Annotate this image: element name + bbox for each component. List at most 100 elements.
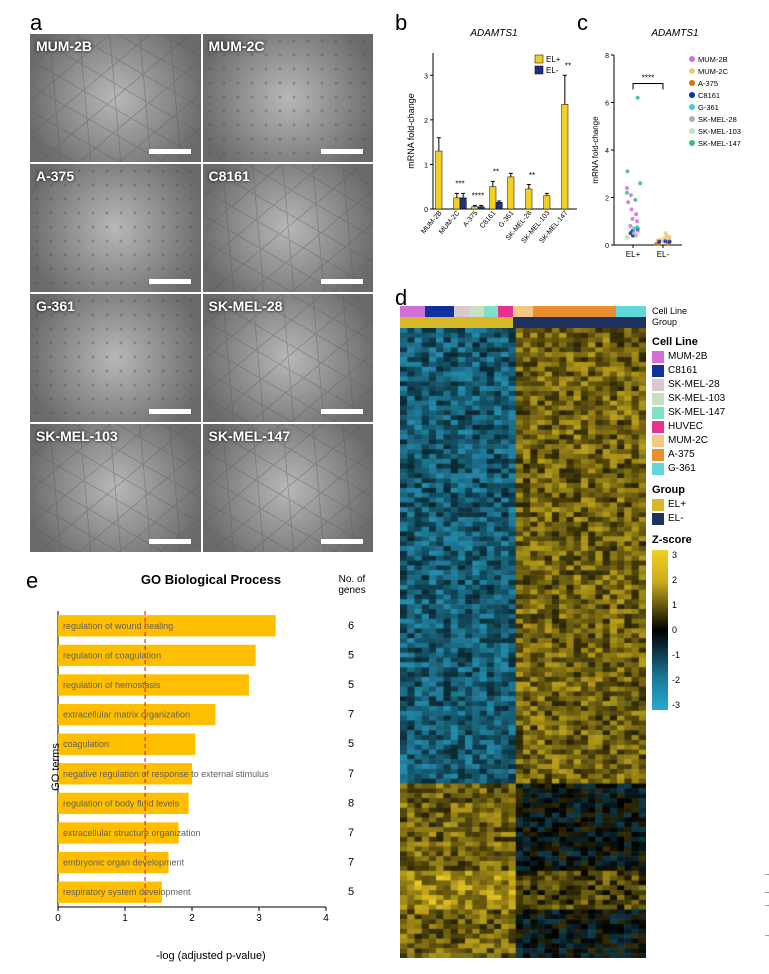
legend-title-z: Z-score <box>652 534 762 546</box>
micrograph-grid: MUM-2B MUM-2C A-375 C8161 G-361 SK-MEL-28 SK-M… <box>30 34 373 552</box>
svg-text:C8161: C8161 <box>479 210 498 230</box>
scalebar <box>149 539 191 544</box>
heatmap-panel: → NID1→ TFPI→ THBD→ CDH5 Cell Line Group… <box>400 306 760 966</box>
svg-text:0: 0 <box>605 243 609 250</box>
svg-text:EL+: EL+ <box>546 55 561 64</box>
zscore-colorbar <box>652 550 668 710</box>
svg-text:mRNA fold-change: mRNA fold-change <box>591 116 600 184</box>
panel-e-label: e <box>26 568 38 594</box>
svg-text:***: *** <box>455 180 464 189</box>
svg-text:respiratory system development: respiratory system development <box>63 887 191 897</box>
micrograph-mum-2c: MUM-2C <box>203 34 374 162</box>
svg-text:negative regulation of respons: negative regulation of response to exter… <box>63 769 269 779</box>
panel-a-label: a <box>30 10 42 36</box>
micrograph-sk-mel-28: SK-MEL-28 <box>203 294 374 422</box>
legend-item: SK-MEL-103 <box>652 392 762 406</box>
svg-text:regulation of hemostasis: regulation of hemostasis <box>63 680 161 690</box>
micrograph-sk-mel-103: SK-MEL-103 <box>30 424 201 552</box>
svg-text:**: ** <box>565 62 571 71</box>
bar-chart-adamts1: ADAMTS1 0123mRNA fold-changeMUM-2BMUM-2C… <box>405 28 583 268</box>
svg-text:A-375: A-375 <box>462 210 479 229</box>
scalebar <box>149 409 191 414</box>
heatmap-legend: Cell Line Group Cell Line MUM-2BC8161SK-… <box>652 306 762 710</box>
svg-text:G-361: G-361 <box>498 210 516 229</box>
svg-text:8: 8 <box>348 797 354 809</box>
svg-text:1: 1 <box>424 162 428 169</box>
svg-text:6: 6 <box>348 620 354 632</box>
panel-e-xlabel: -log (adjusted p-value) <box>156 950 265 962</box>
svg-text:****: **** <box>472 192 484 201</box>
svg-text:0: 0 <box>424 207 428 214</box>
svg-text:****: **** <box>642 74 654 83</box>
svg-text:MUM-2B: MUM-2B <box>698 55 728 64</box>
legend-title-group: Group <box>652 484 762 496</box>
svg-text:EL-: EL- <box>546 66 559 75</box>
svg-text:5: 5 <box>348 649 354 661</box>
svg-text:7: 7 <box>348 827 354 839</box>
micrograph-g-361: G-361 <box>30 294 201 422</box>
micrograph-a-375: A-375 <box>30 164 201 292</box>
micrograph-label: SK-MEL-103 <box>36 428 118 444</box>
svg-text:C8161: C8161 <box>698 91 720 100</box>
svg-text:3: 3 <box>256 913 262 924</box>
zscore-ticks: 3210-1-2-3 <box>672 550 680 710</box>
svg-text:7: 7 <box>348 857 354 869</box>
svg-text:A-375: A-375 <box>698 79 718 88</box>
svg-text:MUM-2C: MUM-2C <box>698 67 729 76</box>
micrograph-mum-2b: MUM-2B <box>30 34 201 162</box>
scatter-chart-adamts1: ADAMTS1 02468mRNA fold-changeEL+EL-****M… <box>590 28 760 268</box>
svg-text:6: 6 <box>605 101 609 108</box>
svg-text:5: 5 <box>348 679 354 691</box>
go-bar-chart: GO Biological Process No. of genes GO te… <box>46 572 376 962</box>
no-of-genes-label: No. of genes <box>328 574 376 596</box>
svg-text:regulation of wound healing: regulation of wound healing <box>63 621 173 631</box>
scalebar <box>321 539 363 544</box>
svg-text:4: 4 <box>605 148 609 155</box>
scalebar <box>321 149 363 154</box>
legend-item: A-375 <box>652 448 762 462</box>
legend-item: EL+ <box>652 498 762 512</box>
legend-item: EL- <box>652 512 762 526</box>
annot-label-cell-line: Cell Line <box>652 306 762 317</box>
micrograph-c8161: C8161 <box>203 164 374 292</box>
svg-text:embryonic organ development: embryonic organ development <box>63 858 185 868</box>
gene-label: → NID1 <box>763 868 769 878</box>
svg-text:5: 5 <box>348 738 354 750</box>
micrograph-label: MUM-2C <box>209 38 265 54</box>
svg-text:regulation of body fluid level: regulation of body fluid levels <box>63 798 180 808</box>
micrograph-label: MUM-2B <box>36 38 92 54</box>
svg-text:7: 7 <box>348 768 354 780</box>
svg-text:G-361: G-361 <box>698 103 719 112</box>
legend-item: C8161 <box>652 364 762 378</box>
legend-item: MUM-2B <box>652 350 762 364</box>
scalebar <box>149 149 191 154</box>
svg-text:extracellular structure organi: extracellular structure organization <box>63 828 201 838</box>
svg-text:EL-: EL- <box>657 250 670 259</box>
svg-text:mRNA fold-change: mRNA fold-change <box>406 93 416 169</box>
micrograph-label: G-361 <box>36 298 75 314</box>
panel-e-title: GO Biological Process <box>46 572 376 587</box>
panel-c-label: c <box>577 10 588 36</box>
scalebar <box>321 279 363 284</box>
svg-text:1: 1 <box>122 913 128 924</box>
heatmap-annot-bars <box>400 306 646 328</box>
legend-item: SK-MEL-147 <box>652 406 762 420</box>
svg-text:5: 5 <box>348 886 354 898</box>
legend-item: HUVEC <box>652 420 762 434</box>
micrograph-label: SK-MEL-28 <box>209 298 283 314</box>
svg-text:extracellular matrix organizat: extracellular matrix organization <box>63 710 190 720</box>
heatmap-canvas <box>400 328 646 958</box>
scalebar <box>321 409 363 414</box>
svg-text:0: 0 <box>55 913 61 924</box>
svg-text:regulation of coagulation: regulation of coagulation <box>63 650 161 660</box>
micrograph-label: C8161 <box>209 168 250 184</box>
svg-text:3: 3 <box>424 73 428 80</box>
scalebar <box>149 279 191 284</box>
svg-text:2: 2 <box>424 118 428 125</box>
micrograph-sk-mel-147: SK-MEL-147 <box>203 424 374 552</box>
gene-label: → TFPI <box>763 886 769 896</box>
svg-text:EL+: EL+ <box>626 250 641 259</box>
svg-text:4: 4 <box>323 913 329 924</box>
svg-text:coagulation: coagulation <box>63 739 109 749</box>
svg-text:SK-MEL-103: SK-MEL-103 <box>698 127 741 136</box>
